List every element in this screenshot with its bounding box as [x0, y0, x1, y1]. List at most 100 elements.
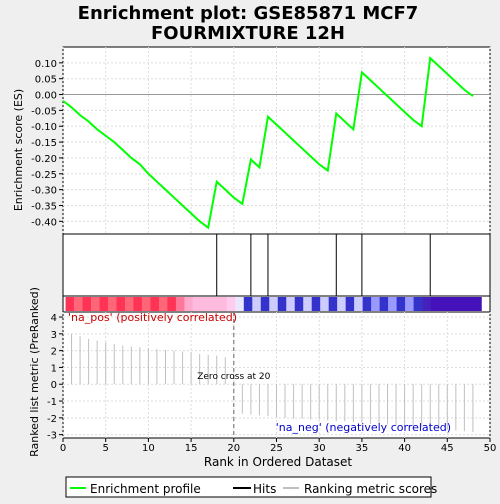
legend-enrichment-profile-label: Enrichment profile — [90, 482, 201, 496]
gene-bar-cell — [422, 297, 431, 311]
gene-bar-cell — [379, 297, 389, 311]
gene-bar-cell — [91, 297, 100, 311]
gene-bar-cell — [413, 297, 423, 311]
enrichment-profile-line — [62, 56, 474, 230]
gene-bar-cell — [303, 297, 313, 311]
gene-bar-cell — [337, 297, 346, 311]
gene-bar-cell — [252, 297, 262, 311]
x-tick-label: 25 — [270, 443, 283, 454]
legend-hits-label: Hits — [253, 482, 276, 496]
gene-bar-cell — [405, 297, 414, 311]
gene-bar-cell — [167, 297, 177, 311]
x-tick-label: 10 — [142, 443, 155, 454]
gene-bar-cell — [175, 297, 185, 311]
es-y-tick-label: -0.05 — [31, 106, 57, 117]
gene-bar-cell — [209, 297, 219, 311]
gene-bar-cell — [277, 297, 287, 311]
gene-bar-cell — [133, 297, 143, 311]
gene-bar-cell — [311, 297, 321, 311]
rank-y-tick-label: -2 — [47, 414, 57, 425]
gene-bar-cell — [108, 297, 117, 311]
gene-bar-cell — [447, 297, 457, 311]
rank-y-tick-label: 3 — [51, 330, 57, 341]
zero-cross-label: Zero cross at 20 — [197, 372, 270, 382]
gene-bar-cell — [388, 297, 397, 311]
x-tick-label: 15 — [185, 443, 198, 454]
positive-correlation-label: 'na_pos' (positively correlated) — [68, 311, 237, 324]
es-y-tick-label: -0.30 — [31, 186, 57, 197]
gene-bar-cell — [345, 297, 355, 311]
legend-ranking-metric-label: Ranking metric scores — [304, 482, 437, 496]
gene-bar-cell — [82, 297, 92, 311]
es-y-tick-label: -0.35 — [31, 201, 57, 212]
x-tick-label: 30 — [313, 443, 326, 454]
gene-bar-cell — [158, 297, 168, 311]
gene-bar-cell — [150, 297, 160, 311]
gene-bar-cell — [354, 297, 363, 311]
rank-y-tick-label: 1 — [51, 363, 57, 374]
gene-bar-cell — [116, 297, 126, 311]
x-tick-label: 45 — [441, 443, 454, 454]
gene-bar-cell — [235, 297, 245, 311]
es-y-tick-label: 0.05 — [35, 75, 57, 86]
gene-bar-cell — [464, 297, 474, 311]
gene-bar-cell — [260, 297, 270, 311]
es-y-axis-label: Enrichment score (ES) — [12, 89, 25, 211]
chart-title-line-2: FOURMIXTURE 12H — [151, 23, 345, 44]
gene-bar-cell — [286, 297, 296, 311]
ranking-metric-bars — [71, 333, 474, 433]
x-tick-label: 40 — [398, 443, 411, 454]
gene-bar-cell — [192, 297, 202, 311]
gene-bar-cell — [439, 297, 448, 311]
gene-bar-cell — [269, 297, 279, 311]
gene-bar-cell — [184, 297, 194, 311]
hits-markers — [216, 234, 431, 296]
gene-bar-cell — [396, 297, 406, 311]
es-y-tick-label: -0.40 — [31, 217, 57, 228]
x-axis-label: Rank in Ordered Dataset — [204, 455, 352, 469]
gene-bar-cell — [294, 297, 304, 311]
x-tick-label: 50 — [484, 443, 497, 454]
gene-bar-cell — [362, 297, 372, 311]
es-y-tick-label: -0.20 — [31, 154, 57, 165]
negative-correlation-label: 'na_neg' (negatively correlated) — [276, 421, 451, 434]
rank-y-tick-label: 2 — [51, 347, 57, 358]
hits-panel-background — [62, 233, 491, 297]
x-tick-label: 35 — [356, 443, 369, 454]
es-y-tick-label: 0.10 — [35, 59, 57, 70]
gene-bar-cell — [320, 297, 329, 311]
gene-rank-color-bar — [65, 297, 482, 311]
rank-y-tick-label: 0 — [51, 380, 57, 391]
x-tick-label: 5 — [103, 443, 109, 454]
gene-bar-cell — [371, 297, 380, 311]
gene-bar-cell — [124, 297, 134, 311]
rank-panel-background — [62, 311, 491, 439]
rank-y-tick-label: -1 — [47, 397, 57, 408]
es-y-axis-ticks: 0.10 0.05 0.00 -0.05 -0.10 -0.15 -0.20 -0.25 -0.… — [31, 59, 63, 228]
x-tick-label: 0 — [60, 443, 66, 454]
gene-bar-cell — [455, 297, 465, 311]
es-y-tick-label: -0.15 — [31, 138, 57, 149]
rank-y-axis-ticks: 4 3 2 1 0 -1 -2 -3 — [47, 313, 63, 442]
gene-bar-cell — [226, 297, 236, 311]
gene-bar-cell — [430, 297, 440, 311]
rank-y-tick-label: 4 — [51, 313, 57, 324]
x-axis-ticks: 0 5 10 15 20 25 30 35 40 45 50 — [60, 438, 497, 454]
chart-title-line-1: Enrichment plot: GSE85871 MCF7 — [78, 3, 419, 24]
gene-bar-cell — [243, 297, 253, 311]
es-y-tick-label: 0.00 — [35, 91, 57, 102]
rank-y-axis-label: Ranked list metric (PreRanked) — [28, 287, 41, 457]
gene-bar-cell — [99, 297, 109, 311]
es-y-tick-label: -0.25 — [31, 170, 57, 181]
gene-bar-cell — [65, 297, 75, 311]
x-tick-label: 20 — [227, 443, 240, 454]
gene-bar-cell — [74, 297, 83, 311]
legend: Enrichment profile Hits Ranking metric s… — [65, 476, 437, 498]
gene-bar-cell — [141, 297, 151, 311]
gene-bar-cell — [472, 297, 482, 311]
gene-bar-cell — [328, 297, 338, 311]
gene-bar-cell — [218, 297, 228, 311]
es-y-tick-label: -0.10 — [31, 122, 57, 133]
